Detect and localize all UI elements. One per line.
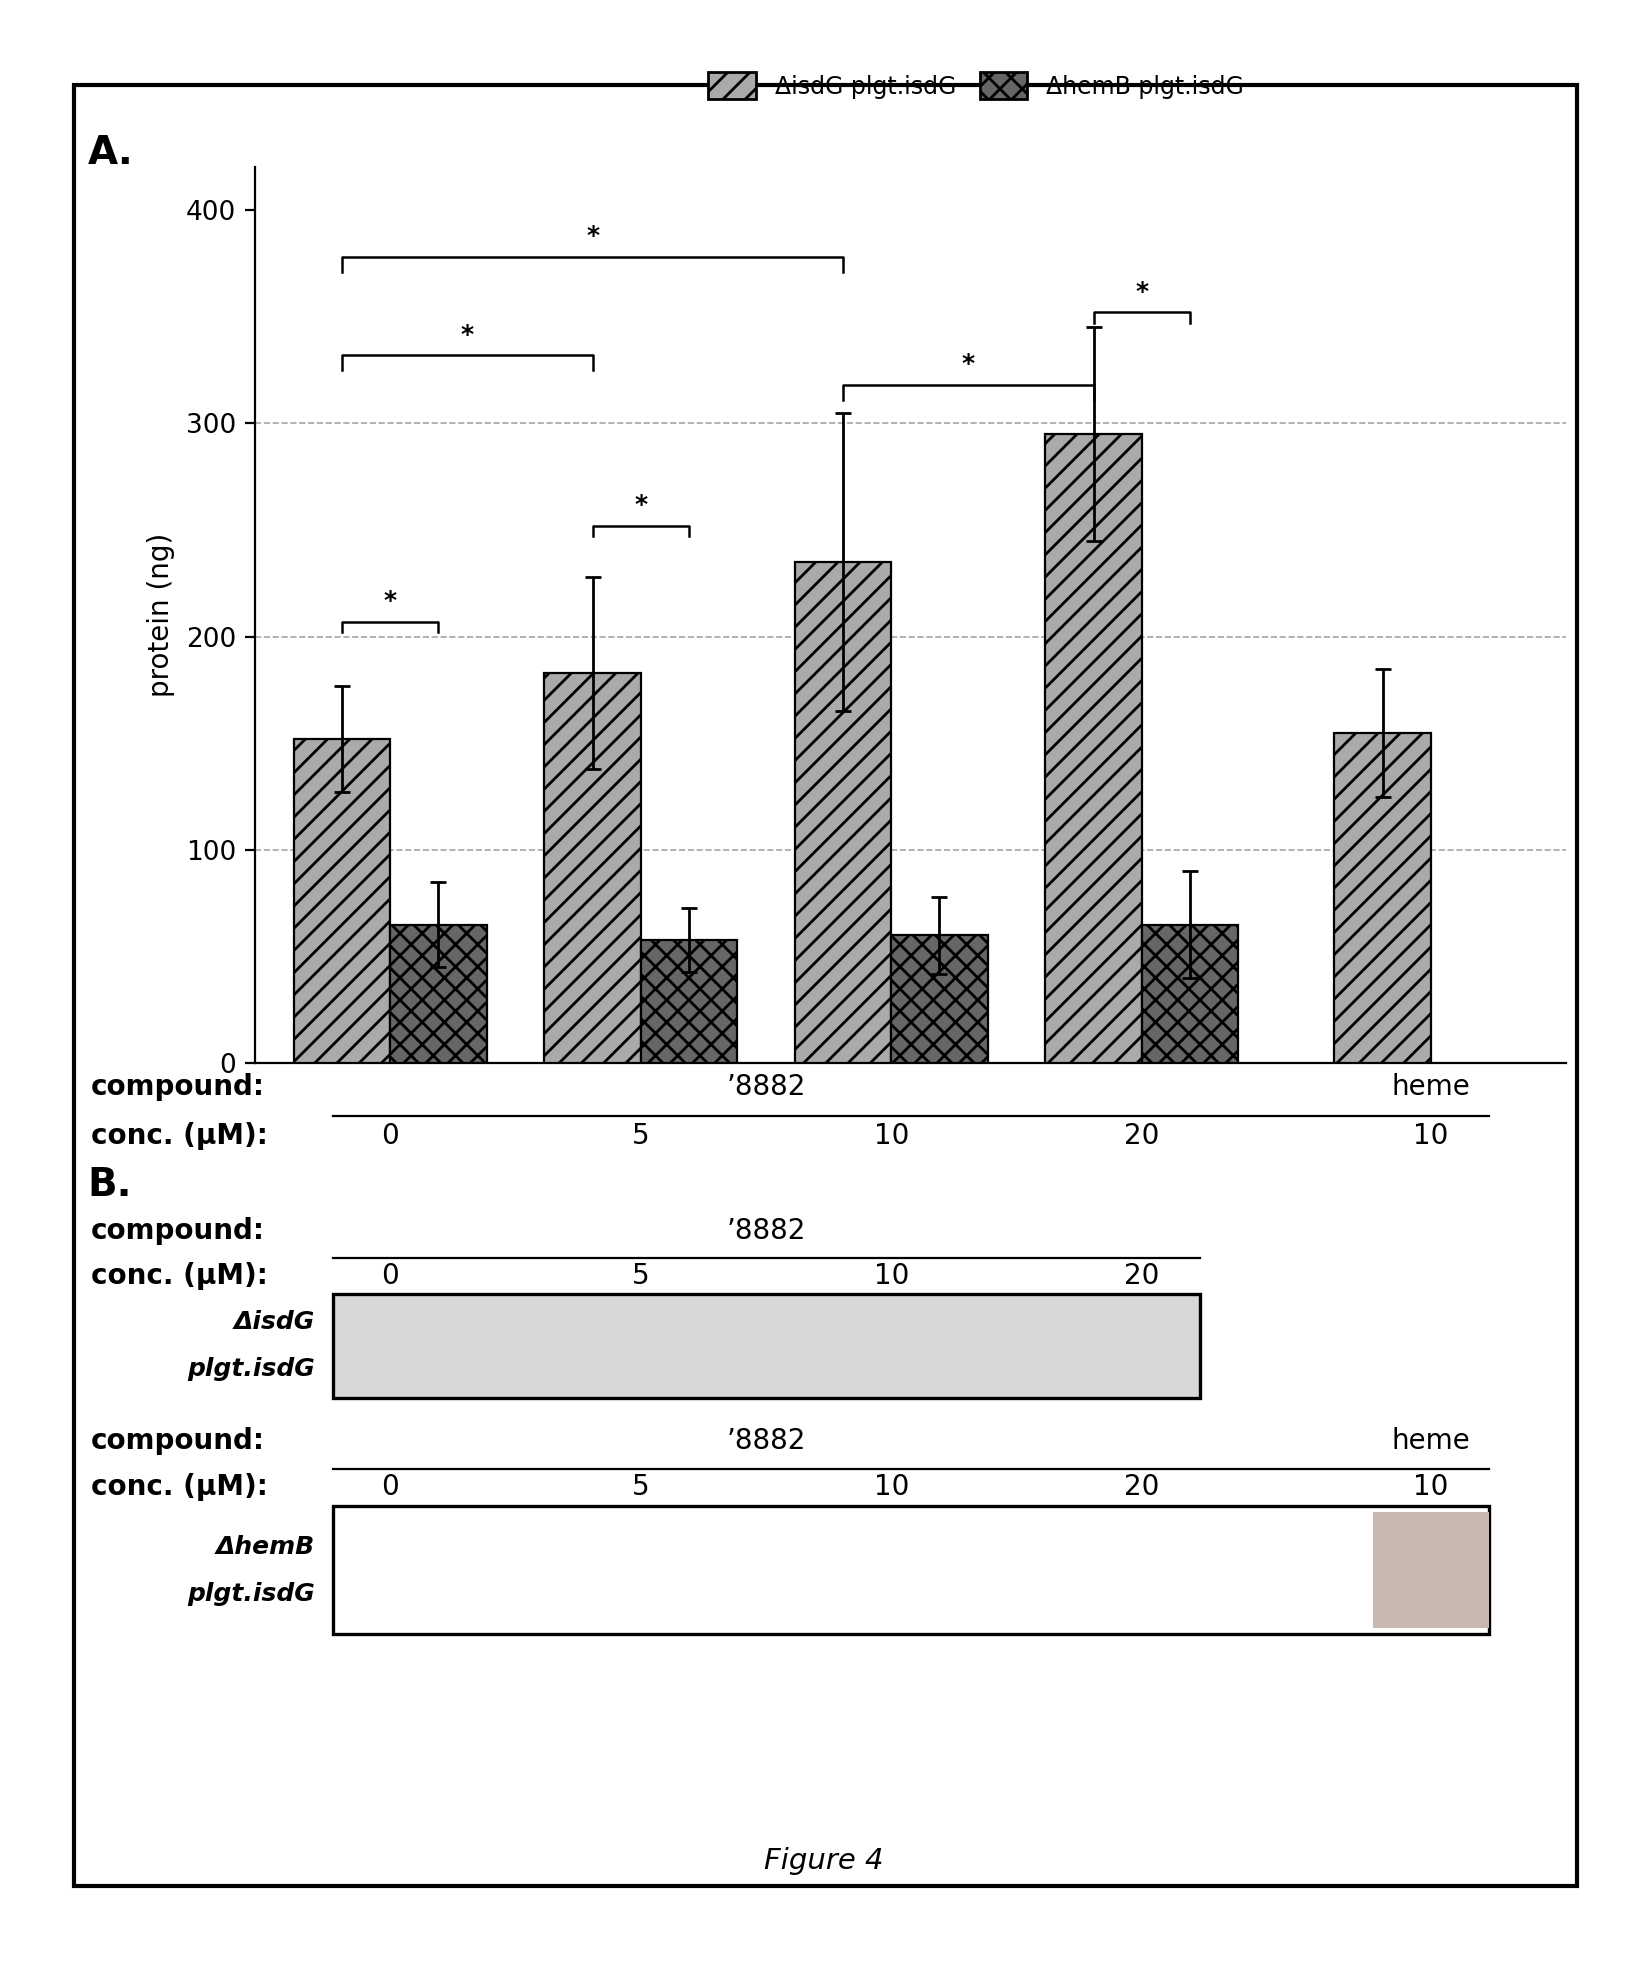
Text: 5: 5 (631, 1262, 649, 1290)
Text: *: * (461, 323, 475, 347)
Text: *: * (587, 224, 600, 248)
Text: conc. (μM):: conc. (μM): (91, 1473, 267, 1500)
Bar (892, 935, 987, 1063)
Bar (794, 561, 892, 1063)
Text: *: * (1135, 280, 1149, 303)
Text: ’8882: ’8882 (727, 1217, 806, 1244)
Text: ’8882: ’8882 (727, 1428, 806, 1455)
Text: B.: B. (87, 1166, 132, 1203)
Bar (1045, 433, 1142, 1063)
Text: A.: A. (87, 134, 133, 171)
Text: 10: 10 (1412, 1122, 1449, 1150)
Y-axis label: protein (ng): protein (ng) (147, 534, 175, 697)
Text: *: * (384, 589, 397, 612)
Text: compound:: compound: (91, 1428, 265, 1455)
Bar (1335, 732, 1430, 1063)
Text: 10: 10 (873, 1473, 910, 1500)
Text: conc. (μM):: conc. (μM): (91, 1122, 267, 1150)
Text: compound:: compound: (91, 1073, 265, 1101)
Text: 5: 5 (631, 1122, 649, 1150)
Text: 0: 0 (381, 1262, 399, 1290)
Text: Figure 4: Figure 4 (765, 1847, 883, 1874)
Bar (1142, 925, 1238, 1063)
Text: ΔhemB: ΔhemB (216, 1534, 315, 1559)
Text: 10: 10 (873, 1262, 910, 1290)
Text: *: * (962, 352, 976, 376)
Legend: ΔisdG plgt.isdG, ΔhemB plgt.isdG: ΔisdG plgt.isdG, ΔhemB plgt.isdG (699, 63, 1252, 108)
Text: conc. (μM):: conc. (μM): (91, 1262, 267, 1290)
Text: ΔisdG: ΔisdG (234, 1309, 315, 1335)
Text: 20: 20 (1124, 1122, 1160, 1150)
Text: compound:: compound: (91, 1217, 265, 1244)
Text: heme: heme (1391, 1073, 1470, 1101)
Text: heme: heme (1391, 1428, 1470, 1455)
Text: 0: 0 (381, 1473, 399, 1500)
Text: 20: 20 (1124, 1262, 1160, 1290)
Text: 0: 0 (381, 1122, 399, 1150)
Text: plgt.isdG: plgt.isdG (186, 1357, 315, 1382)
Bar (544, 673, 641, 1063)
Text: *: * (634, 492, 648, 518)
Bar (641, 939, 737, 1063)
Text: plgt.isdG: plgt.isdG (186, 1581, 315, 1607)
Text: 10: 10 (873, 1122, 910, 1150)
Text: 10: 10 (1412, 1473, 1449, 1500)
Text: ’8882: ’8882 (727, 1073, 806, 1101)
Bar (391, 925, 486, 1063)
Text: 5: 5 (631, 1473, 649, 1500)
Text: 20: 20 (1124, 1473, 1160, 1500)
Bar (293, 738, 391, 1063)
